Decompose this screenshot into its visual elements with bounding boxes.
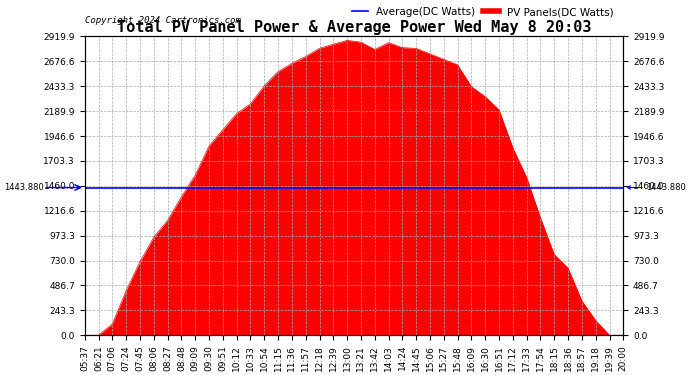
Title: Total PV Panel Power & Average Power Wed May 8 20:03: Total PV Panel Power & Average Power Wed… xyxy=(117,20,591,35)
Text: 1443.880: 1443.880 xyxy=(4,183,81,192)
Text: 1443.880: 1443.880 xyxy=(627,183,686,192)
Text: Copyright 2024 Cartronics.com: Copyright 2024 Cartronics.com xyxy=(85,15,241,24)
Legend: Average(DC Watts), PV Panels(DC Watts): Average(DC Watts), PV Panels(DC Watts) xyxy=(348,3,618,21)
